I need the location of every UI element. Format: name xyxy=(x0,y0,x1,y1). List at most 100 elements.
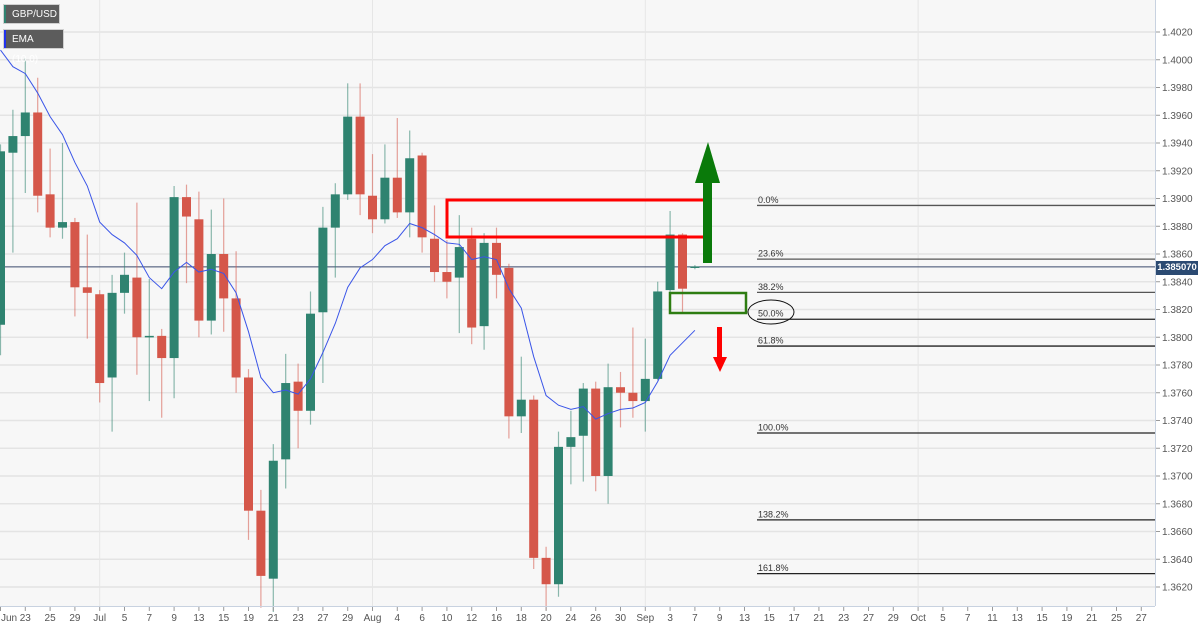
candle-body xyxy=(591,388,601,476)
x-tick-label: 15 xyxy=(764,613,776,624)
x-tick-label: 15 xyxy=(218,613,230,624)
x-tick-label: 7 xyxy=(147,613,153,624)
legend-symbol[interactable]: GBP/USD xyxy=(3,4,60,24)
y-tick-label: 1.3760 xyxy=(1162,388,1193,399)
candle-bullish xyxy=(306,291,315,425)
candle-bullish xyxy=(454,215,464,334)
candle-body xyxy=(20,112,30,137)
x-tick-label: 3 xyxy=(667,613,673,624)
y-tick-label: 1.3720 xyxy=(1162,444,1193,455)
x-tick-label: 12 xyxy=(466,613,478,624)
candle-body xyxy=(244,377,253,511)
y-tick-label: 1.3920 xyxy=(1162,166,1193,177)
x-tick-label: 9 xyxy=(717,613,723,624)
symbol-color-marker xyxy=(4,5,6,23)
candle-body xyxy=(306,313,315,411)
y-tick-label: 1.3700 xyxy=(1162,472,1193,483)
y-tick-label: 1.3820 xyxy=(1162,305,1193,316)
candle-body xyxy=(554,446,563,585)
candle-bearish xyxy=(628,327,638,418)
candle-body xyxy=(144,335,154,338)
candle-body xyxy=(442,272,452,282)
x-tick-label: 29 xyxy=(69,613,81,624)
candle-body xyxy=(231,298,241,378)
candle-bearish xyxy=(467,227,477,345)
candle-bullish xyxy=(120,252,129,314)
fib-level-label: 23.6% xyxy=(758,249,784,259)
y-tick-label: 1.3940 xyxy=(1162,139,1193,150)
plot-background xyxy=(0,0,1155,606)
candle-body xyxy=(541,557,551,585)
x-tick-label: 27 xyxy=(317,613,329,624)
candle-bullish xyxy=(516,356,526,433)
candle-bullish xyxy=(566,410,576,485)
candle-body xyxy=(392,177,402,213)
candle-body xyxy=(529,399,539,558)
candle-bearish xyxy=(541,546,551,611)
candle-body xyxy=(516,399,526,417)
y-tick-label: 1.3840 xyxy=(1162,277,1193,288)
x-tick-label: 11 xyxy=(987,613,998,624)
candle-body xyxy=(603,387,613,476)
fib-level-label: 38.2% xyxy=(758,282,784,292)
candle-bullish xyxy=(640,338,650,432)
x-tick-label: 29 xyxy=(888,613,900,624)
legend-indicator[interactable]: EMA (10,0) xyxy=(3,29,64,65)
candle-bullish xyxy=(665,210,675,293)
candle-body xyxy=(355,116,365,195)
candle-bearish xyxy=(82,234,92,339)
x-tick-label: 13 xyxy=(1012,613,1024,624)
y-tick-label: 1.3780 xyxy=(1162,361,1193,372)
candle-bearish xyxy=(430,205,439,282)
candle-body xyxy=(120,274,129,293)
x-tick-label: 6 xyxy=(419,613,425,624)
candle-bullish xyxy=(107,274,117,432)
candle-body xyxy=(206,254,216,321)
y-tick-label: 1.4020 xyxy=(1162,28,1193,39)
candle-body xyxy=(479,242,489,327)
y-tick-label: 1.3660 xyxy=(1162,527,1193,538)
y-axis: 1.4020 1.4000 1.3980 1.3960 1.3940 1.3920 1.39… xyxy=(1156,28,1193,594)
x-tick-label: 9 xyxy=(171,613,177,624)
candle-body xyxy=(690,266,700,268)
candle-bearish xyxy=(492,227,501,299)
candle-body xyxy=(219,254,229,299)
candle-bearish xyxy=(182,184,191,284)
candle-bearish xyxy=(504,263,514,439)
candle-body xyxy=(504,267,514,417)
x-tick-label: Sep xyxy=(636,613,654,624)
y-tick-label: 1.3980 xyxy=(1162,83,1193,94)
fib-level-label: 0.0% xyxy=(758,195,779,205)
candle-bullish xyxy=(479,233,489,350)
up-arrow-icon xyxy=(695,142,720,263)
candle-body xyxy=(578,388,588,436)
candle-bullish xyxy=(653,281,663,381)
candle-bearish xyxy=(95,290,105,403)
candle-bearish xyxy=(355,83,365,216)
candle-bearish xyxy=(157,328,167,418)
candle-body xyxy=(8,136,18,153)
candle-bearish xyxy=(529,395,539,569)
x-tick-label: 30 xyxy=(615,613,627,624)
x-tick-label: 23 xyxy=(838,613,850,624)
candle-bearish xyxy=(368,154,377,234)
y-tick-label: 1.3800 xyxy=(1162,333,1193,344)
candle-body xyxy=(281,383,291,460)
candle-bearish xyxy=(442,240,452,299)
candle-bearish xyxy=(616,371,625,428)
candle-body xyxy=(182,197,191,217)
x-tick-label: 15 xyxy=(1037,613,1049,624)
support-box xyxy=(668,291,748,315)
candle-body xyxy=(640,378,650,402)
candle-body xyxy=(368,195,377,220)
candle-bullish xyxy=(343,83,353,200)
x-tick-label: 23 xyxy=(20,613,32,624)
current-price-tag: 1.385070 xyxy=(1156,261,1198,275)
candle-body xyxy=(33,112,43,196)
x-tick-label: 5 xyxy=(122,613,128,624)
candle-bearish xyxy=(132,202,142,375)
candle-bearish xyxy=(70,217,80,317)
x-tick-label: 16 xyxy=(491,613,503,624)
candle-body xyxy=(0,151,5,325)
